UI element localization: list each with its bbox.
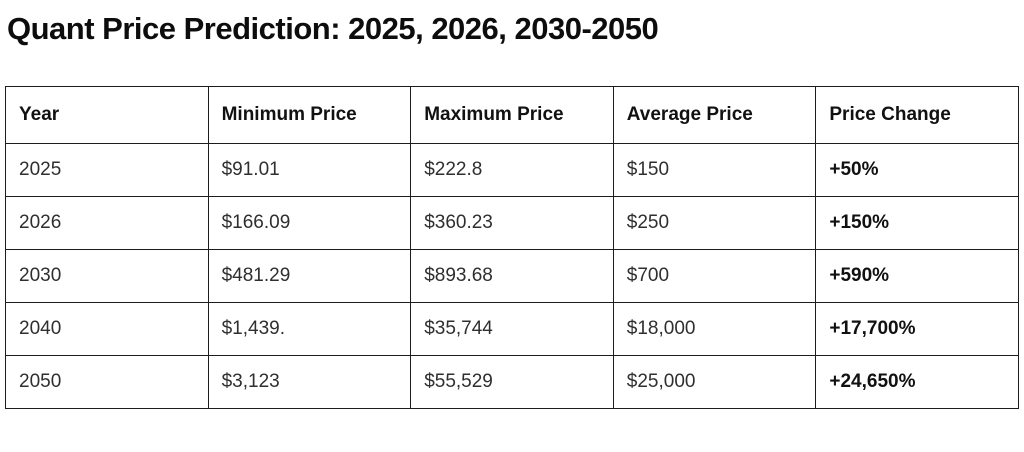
cell-maximum-price: $893.68 [410,249,614,304]
cell-minimum-price: $91.01 [207,143,412,198]
cell-minimum-price: $3,123 [207,355,412,410]
cell-year: 2030 [5,249,209,304]
table-row: 2026 $166.09 $360.23 $250 +150% [5,196,1019,251]
cell-maximum-price: $222.8 [410,143,614,198]
column-header-year: Year [5,86,209,145]
cell-average-price: $250 [612,196,817,251]
cell-average-price: $700 [612,249,817,304]
cell-year: 2026 [5,196,209,251]
cell-minimum-price: $166.09 [207,196,412,251]
cell-average-price: $150 [612,143,817,198]
cell-year: 2025 [5,143,209,198]
table-row: 2025 $91.01 $222.8 $150 +50% [5,143,1019,198]
cell-maximum-price: $55,529 [410,355,614,410]
cell-price-change: +50% [815,143,1019,198]
price-prediction-table: Year Minimum Price Maximum Price Average… [5,86,1019,410]
cell-minimum-price: $1,439. [207,302,412,357]
cell-year: 2040 [5,302,209,357]
column-header-minimum-price: Minimum Price [207,86,412,145]
column-header-price-change: Price Change [815,86,1019,145]
cell-average-price: $25,000 [612,355,817,410]
cell-price-change: +24,650% [815,355,1019,410]
cell-price-change: +590% [815,249,1019,304]
cell-price-change: +17,700% [815,302,1019,357]
cell-average-price: $18,000 [612,302,817,357]
page-title: Quant Price Prediction: 2025, 2026, 2030… [7,11,659,46]
cell-year: 2050 [5,355,209,410]
table-header-row: Year Minimum Price Maximum Price Average… [5,86,1019,145]
cell-price-change: +150% [815,196,1019,251]
cell-maximum-price: $360.23 [410,196,614,251]
column-header-maximum-price: Maximum Price [410,86,614,145]
table-row: 2040 $1,439. $35,744 $18,000 +17,700% [5,302,1019,357]
column-header-average-price: Average Price [612,86,817,145]
table-row: 2050 $3,123 $55,529 $25,000 +24,650% [5,355,1019,410]
cell-maximum-price: $35,744 [410,302,614,357]
table-row: 2030 $481.29 $893.68 $700 +590% [5,249,1019,304]
cell-minimum-price: $481.29 [207,249,412,304]
